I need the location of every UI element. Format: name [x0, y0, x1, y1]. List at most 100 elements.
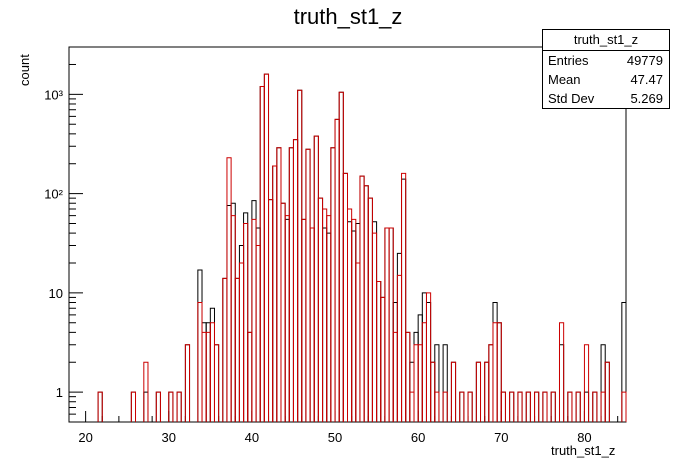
stats-row-entries: Entries 49779: [543, 51, 669, 70]
histogram-bin: [542, 391, 548, 422]
histogram-bin: [243, 212, 249, 422]
histogram-bin: [272, 165, 278, 422]
histogram-bin: [376, 281, 382, 422]
histogram-bin: [301, 218, 307, 422]
histogram-bin: [309, 227, 315, 422]
histogram-bin: [525, 391, 531, 422]
histogram-bin: [442, 391, 448, 422]
histogram-bin: [417, 314, 423, 422]
histogram-bin: [301, 218, 307, 422]
histogram-bin: [450, 361, 457, 422]
histogram-bin: [243, 222, 249, 422]
x-tick-label: 70: [494, 430, 508, 445]
histogram-bin: [363, 185, 369, 422]
histogram-bin: [168, 391, 174, 422]
histogram-bin: [143, 391, 149, 422]
histogram-bin: [342, 172, 348, 422]
stats-value: 47.47: [630, 72, 663, 87]
histogram-bin: [259, 85, 265, 422]
histogram-bin: [417, 344, 423, 422]
histogram-bin: [430, 361, 436, 422]
histogram-bin: [542, 391, 548, 422]
histogram-bin: [334, 118, 340, 422]
stats-box-title: truth_st1_z: [543, 30, 669, 51]
histogram-bin: [467, 391, 473, 422]
histogram-bin: [534, 391, 540, 422]
x-axis-label: truth_st1_z: [551, 443, 616, 458]
chart-title: truth_st1_z: [293, 4, 403, 29]
histogram-bin: [405, 331, 411, 422]
histogram-bin: [280, 202, 286, 422]
histogram-bin: [305, 148, 311, 422]
histogram-bin: [213, 344, 220, 422]
histogram-bin: [442, 344, 448, 422]
histogram-bin: [130, 391, 137, 422]
histogram-bin: [488, 344, 494, 422]
histogram-bin: [425, 292, 432, 422]
histogram-bin: [371, 221, 378, 422]
histogram-bin: [284, 215, 290, 422]
x-tick-label: 60: [411, 430, 425, 445]
stats-row-stddev: Std Dev 5.269: [543, 89, 669, 108]
histogram-bin: [592, 391, 598, 422]
histogram-bin: [309, 227, 315, 422]
histogram-series-1: [97, 73, 627, 422]
histogram-bin: [255, 227, 261, 422]
histogram-bin: [475, 361, 482, 422]
histogram-bin: [297, 89, 303, 422]
histogram-bin: [334, 118, 340, 422]
histogram-series-group: [97, 73, 627, 422]
histogram-bin: [401, 178, 407, 422]
histogram-bin: [550, 391, 556, 422]
histogram-bin: [355, 262, 361, 422]
histogram-bin: [222, 277, 228, 422]
histogram-bin: [305, 148, 311, 422]
histogram-bin: [450, 361, 457, 422]
histogram-bin: [155, 391, 161, 422]
histogram-bin: [276, 147, 282, 422]
stats-row-mean: Mean 47.47: [543, 70, 669, 89]
histogram-bin: [317, 197, 324, 422]
histogram-bin: [359, 175, 365, 422]
histogram-bin: [430, 361, 436, 422]
histogram-bin: [209, 322, 215, 422]
histogram-bin: [176, 391, 182, 422]
histogram-bin: [355, 222, 361, 422]
x-tick-label: 40: [245, 430, 259, 445]
histogram-bin: [396, 252, 403, 422]
histogram-bin: [297, 89, 303, 422]
y-tick-label: 1: [56, 385, 63, 400]
histogram-bin: [558, 322, 565, 422]
histogram-bin: [280, 202, 286, 422]
histogram-bin: [409, 391, 415, 422]
y-axis: 1 10 10² 10³: [44, 46, 83, 423]
histogram-bin: [313, 135, 319, 422]
histogram-bin: [247, 331, 253, 422]
histogram-bin: [155, 391, 161, 422]
histogram-bin: [238, 262, 245, 422]
histogram-bin: [359, 175, 365, 422]
histogram-bin: [421, 322, 427, 422]
histogram-bin: [247, 331, 253, 422]
histogram-bin: [263, 73, 270, 422]
histogram-bin: [459, 391, 465, 422]
histogram-bin: [197, 301, 203, 422]
histogram-bin: [496, 322, 502, 422]
histogram-bin: [592, 391, 598, 422]
histogram-bin: [209, 307, 215, 422]
histogram-bin: [130, 391, 137, 422]
y-tick-label: 10²: [44, 187, 63, 202]
histogram-bin: [600, 344, 606, 422]
histogram-bin: [276, 147, 282, 422]
histogram-bin: [413, 344, 419, 422]
y-axis-label: count: [17, 54, 32, 86]
histogram-bin: [263, 73, 270, 422]
histogram-bin: [434, 344, 440, 422]
y-tick-label: 10³: [44, 87, 63, 102]
histogram-bin: [259, 85, 265, 422]
histogram-bin: [380, 296, 386, 422]
histogram-bin: [575, 391, 581, 422]
histogram-bin: [492, 301, 498, 422]
stats-box: truth_st1_z Entries 49779 Mean 47.47 Std…: [542, 29, 670, 109]
